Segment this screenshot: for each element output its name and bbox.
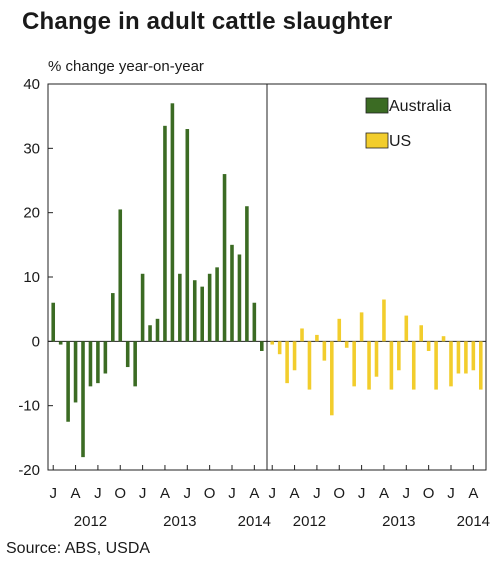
y-tick-label: 30: [23, 140, 40, 157]
x-tick-label: A: [71, 485, 81, 502]
x-tick-label: J: [184, 485, 192, 502]
x-tick-label: A: [290, 485, 300, 502]
bar-us: [479, 341, 483, 390]
bar-us: [285, 341, 289, 384]
bar-us: [404, 315, 409, 342]
source-note: Source: ABS, USDA: [6, 540, 151, 557]
y-tick-label: 0: [32, 333, 40, 350]
x-tick-label: J: [358, 485, 366, 502]
bar-australia: [66, 341, 70, 422]
year-label: 2014: [457, 513, 490, 530]
bar-us: [374, 341, 379, 377]
chart-title: Change in adult cattle slaughter: [22, 8, 393, 35]
y-tick-label: 10: [23, 269, 40, 286]
x-tick-label: A: [468, 485, 478, 502]
bar-australia: [260, 341, 264, 351]
bar-australia: [125, 341, 130, 368]
bar-australia: [192, 280, 197, 342]
bar-us: [322, 341, 327, 361]
bar-australia: [178, 273, 182, 342]
bar-us: [292, 341, 297, 371]
year-label: 2014: [238, 513, 271, 530]
bar-us: [359, 312, 364, 342]
year-label: 2012: [293, 513, 326, 530]
bar-australia: [51, 302, 56, 342]
bar-australia: [140, 273, 145, 342]
bar-us: [449, 341, 453, 387]
bar-australia: [103, 341, 108, 374]
bar-australia: [170, 103, 175, 342]
x-tick-label: O: [204, 485, 216, 502]
bar-australia: [73, 341, 78, 403]
bar-australia: [207, 273, 212, 342]
bar-australia: [230, 244, 234, 342]
x-tick-label: A: [249, 485, 259, 502]
bar-australia: [215, 267, 219, 342]
x-tick-label: A: [160, 485, 170, 502]
bar-us: [411, 341, 416, 390]
x-tick-label: O: [114, 485, 126, 502]
bar-us: [277, 341, 282, 355]
bar-us: [464, 341, 468, 374]
bar-australia: [200, 286, 204, 342]
bar-us: [367, 341, 371, 390]
bar-us: [441, 336, 446, 342]
bar-australia: [222, 174, 227, 342]
legend-swatch-us: [365, 132, 389, 149]
x-tick-label: O: [333, 485, 345, 502]
bar-australia: [133, 341, 137, 387]
bar-australia: [81, 341, 85, 458]
bar-australia: [96, 341, 100, 384]
bar-us: [419, 325, 423, 342]
bar-us: [434, 341, 438, 390]
bar-australia: [88, 341, 93, 387]
bar-australia: [245, 206, 249, 342]
y-tick-label: 40: [23, 76, 40, 93]
x-tick-label: O: [423, 485, 435, 502]
legend-label-australia: Australia: [389, 98, 451, 115]
bar-us: [300, 328, 304, 342]
bar-us: [389, 341, 394, 390]
bar-us: [382, 299, 386, 342]
y-axis-label: % change year-on-year: [48, 58, 204, 75]
bar-australia: [237, 254, 242, 342]
bar-australia: [58, 341, 63, 345]
bar-us: [307, 341, 312, 390]
bar-us: [330, 341, 334, 416]
bar-australia: [252, 302, 257, 342]
bar-us: [471, 341, 476, 371]
bar-australia: [155, 318, 160, 342]
y-tick-label: 20: [23, 205, 40, 222]
x-tick-label: J: [94, 485, 102, 502]
x-tick-label: J: [403, 485, 411, 502]
bar-australia: [185, 129, 190, 342]
x-tick-label: J: [49, 485, 57, 502]
bar-us: [270, 341, 275, 345]
bar-us: [344, 341, 349, 348]
bar-us: [337, 318, 342, 342]
x-tick-label: J: [228, 485, 236, 502]
x-tick-label: J: [313, 485, 321, 502]
legend-label-us: US: [389, 133, 411, 150]
bar-australia: [111, 293, 115, 342]
x-tick-label: A: [379, 485, 389, 502]
bar-australia: [163, 125, 167, 342]
x-tick-label: J: [447, 485, 455, 502]
bar-australia: [118, 209, 123, 342]
bar-us: [315, 334, 319, 342]
x-tick-label: J: [268, 485, 276, 502]
y-tick-label: -20: [18, 462, 40, 479]
bar-us: [426, 341, 431, 351]
bar-us: [397, 341, 401, 371]
year-label: 2013: [163, 513, 196, 530]
legend-swatch-australia: [365, 97, 389, 114]
y-tick-label: -10: [18, 398, 40, 415]
year-label: 2013: [382, 513, 415, 530]
bar-us: [352, 341, 356, 387]
year-label: 2012: [74, 513, 107, 530]
x-tick-label: J: [139, 485, 147, 502]
bar-us: [456, 341, 461, 374]
bar-australia: [148, 325, 152, 342]
